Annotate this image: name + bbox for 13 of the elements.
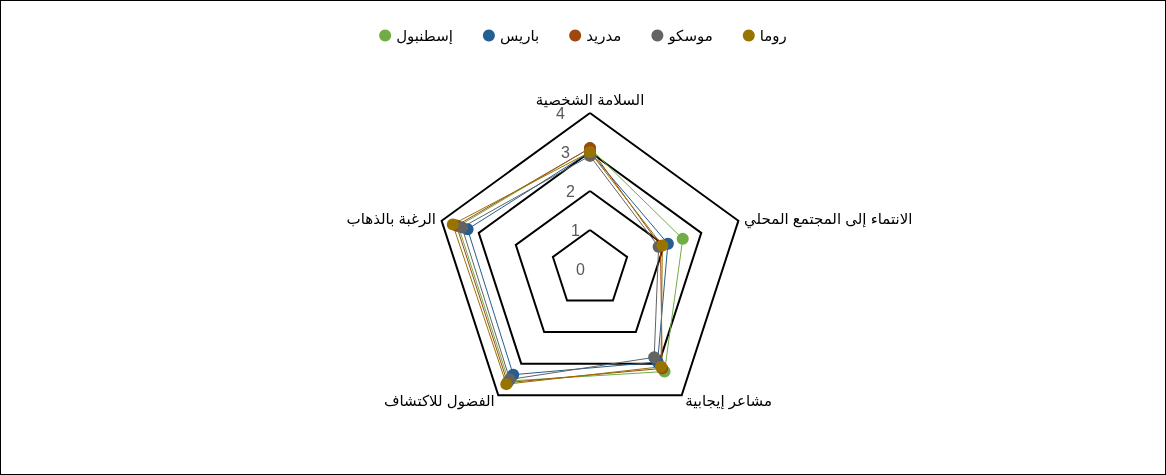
legend-label: إسطنبول	[396, 27, 453, 45]
spoke-label: الرغبة بالذهاب	[346, 210, 436, 229]
legend-label: روما	[759, 27, 787, 45]
y-tick-label: 1	[571, 221, 581, 239]
y-tick-label: 0	[576, 260, 586, 278]
legend-label: مدريد	[586, 27, 622, 45]
spoke-label: الانتماء إلى المجتمع المحلي	[744, 210, 913, 230]
legend-label: موسكو	[667, 27, 713, 45]
y-tick-label: 3	[561, 143, 571, 161]
spoke-label: مشاعر إيجابية	[685, 391, 772, 410]
spoke-label: الفضول للاكتشاف	[383, 391, 495, 410]
y-tick-label: 2	[566, 182, 576, 200]
legend-label: باريس	[499, 27, 540, 45]
